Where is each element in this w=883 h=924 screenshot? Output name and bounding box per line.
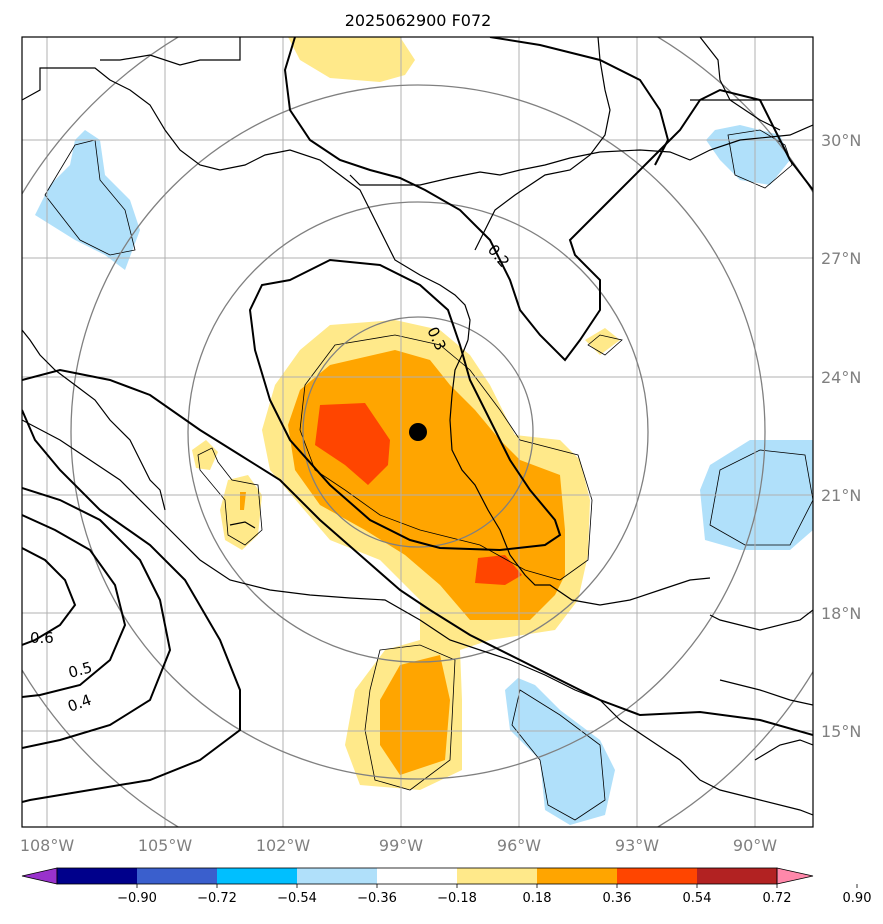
colorbar-segment xyxy=(617,868,698,884)
contour-label-0.5: 0.5 xyxy=(66,658,94,682)
lon-label: 93°W xyxy=(615,836,659,855)
contour-label-0.6: 0.6 xyxy=(30,629,54,647)
colorbar-tick-label: 0.18 xyxy=(523,891,552,906)
lat-label: 15°N xyxy=(821,722,861,741)
colorbar-tick-label: 0.90 xyxy=(843,891,872,906)
positive-anomaly-0.18-c xyxy=(192,440,218,470)
contour-0.3 xyxy=(248,258,562,552)
lat-label: 30°N xyxy=(821,131,861,150)
map-frame xyxy=(21,36,814,828)
colorbar-tick-label: 0.54 xyxy=(683,891,712,906)
lat-label: 21°N xyxy=(821,486,861,505)
contour-0.5 xyxy=(22,487,172,749)
positive-anomaly-0.36-c xyxy=(240,492,246,510)
lon-label: 108°W xyxy=(20,836,75,855)
contour-0.7 xyxy=(22,547,77,646)
colorbar-segment xyxy=(457,868,538,884)
colorbar-tick-label: 0.72 xyxy=(763,891,792,906)
positive-anomaly-0.54 xyxy=(315,403,390,485)
colorbar-segment xyxy=(697,868,778,884)
storm-center-dot xyxy=(409,423,427,441)
colorbar: −0.90 −0.72 −0.54 −0.36 −0.18 0.18 0.36 0.54 0.7… xyxy=(21,867,872,906)
longitude-labels: 108°W 105°W 102°W 99°W 96°W 93°W 90°W xyxy=(20,836,777,855)
contour-0.4-b xyxy=(22,409,241,803)
colorbar-tick-label: −0.72 xyxy=(197,891,237,906)
colorbar-extend-high xyxy=(776,867,814,885)
lon-label: 102°W xyxy=(256,836,311,855)
positive-anomaly-0.36-b xyxy=(380,655,450,775)
latitude-labels: 30°N 27°N 24°N 21°N 18°N 15°N xyxy=(821,131,861,741)
map-area: 0.6 0.5 0.4 0.3 0.2 xyxy=(22,37,813,827)
positive-anomaly-0.18-d xyxy=(288,37,415,82)
colorbar-tick-label: −0.18 xyxy=(437,891,477,906)
range-rings xyxy=(22,37,813,827)
colorbar-segment xyxy=(297,868,378,884)
colorbar-tick-label: 0.36 xyxy=(603,891,632,906)
lat-label: 27°N xyxy=(821,249,861,268)
lon-label: 96°W xyxy=(497,836,541,855)
contour-0.2-b xyxy=(489,37,670,166)
colorbar-segment xyxy=(377,868,458,884)
lon-label: 105°W xyxy=(138,836,193,855)
anomaly-outlines xyxy=(44,129,813,821)
lon-label: 99°W xyxy=(379,836,423,855)
figure-title: 2025062900 F072 xyxy=(345,11,492,30)
colorbar-tick-label: −0.90 xyxy=(117,891,157,906)
colorbar-segment xyxy=(137,868,218,884)
colorbar-segment xyxy=(217,868,298,884)
colorbar-tick-label: −0.54 xyxy=(277,891,317,906)
contour-0.6 xyxy=(22,514,127,698)
colorbar-segment xyxy=(537,868,618,884)
negative-anomaly-south xyxy=(505,678,615,825)
contour-0.2 xyxy=(283,37,813,362)
coastlines xyxy=(22,37,813,816)
negative-anomaly-left xyxy=(35,130,140,270)
lat-label: 18°N xyxy=(821,604,861,623)
positive-anomaly-0.54-b xyxy=(475,555,522,585)
positive-anomaly-0.18-b xyxy=(220,475,262,550)
contour-0.4 xyxy=(22,368,813,736)
colorbar-border xyxy=(56,867,778,885)
lat-label: 24°N xyxy=(821,368,861,387)
colorbar-segment xyxy=(57,868,138,884)
colorbar-tick-label: −0.36 xyxy=(357,891,397,906)
lon-label: 90°W xyxy=(733,836,777,855)
colorbar-extend-low xyxy=(21,867,58,885)
contour-lines xyxy=(22,37,813,803)
graticule xyxy=(22,37,813,827)
